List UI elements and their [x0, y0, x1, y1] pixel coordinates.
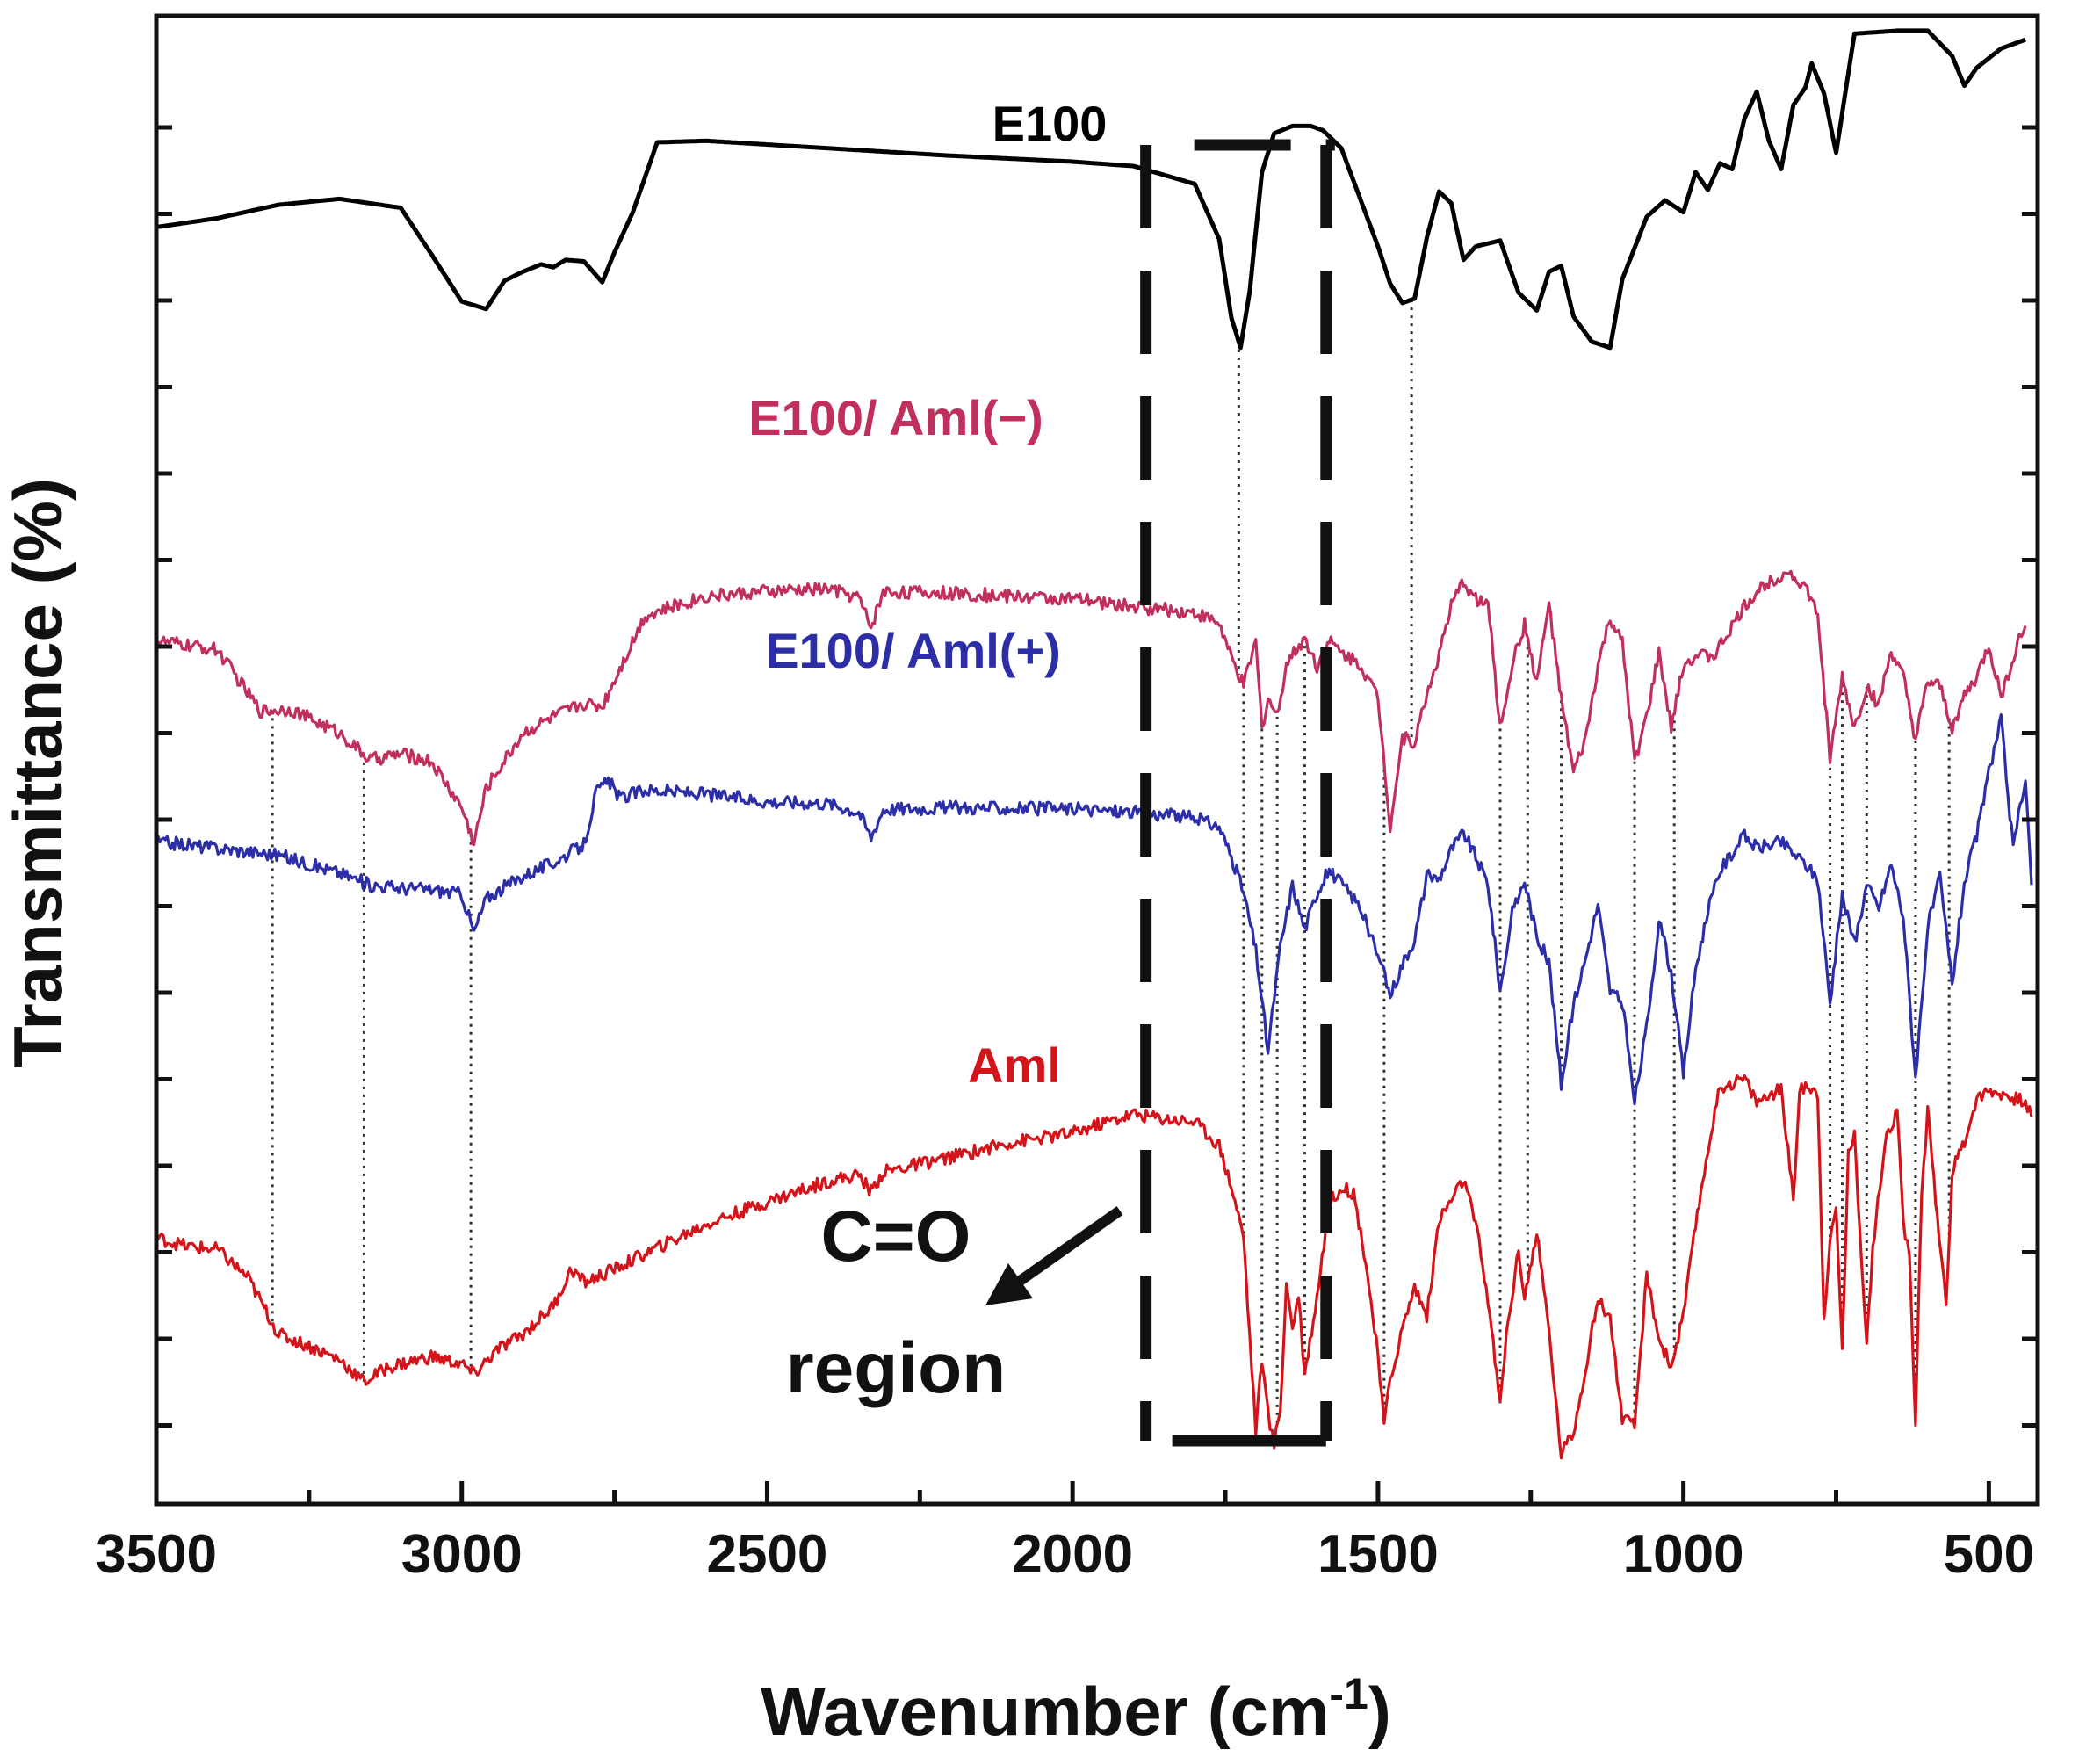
x-tick-label: 2000: [1012, 1524, 1133, 1585]
series-label-e100-aml-plus: E100/ Aml(+): [766, 623, 1061, 678]
series-line-0: [155, 28, 2026, 351]
region-label-line1: C=O: [821, 1196, 971, 1276]
region-arrow-head: [985, 1263, 1033, 1305]
x-tick-label: 3000: [401, 1524, 523, 1585]
x-tick-label: 3500: [96, 1524, 217, 1585]
carbonyl-region-box: [1140, 139, 1335, 1447]
x-axis-title: Wavenumber (cm-1): [761, 1669, 1391, 1750]
series-line-1: [155, 569, 2027, 847]
x-tick-label: 2500: [706, 1524, 827, 1585]
series-line-3: [155, 1074, 2033, 1460]
plot-frame: [154, 13, 2040, 1507]
region-arrow-shaft: [1007, 1206, 1123, 1292]
series-label-e100: E100: [992, 96, 1108, 151]
x-tick-label: 1000: [1623, 1524, 1744, 1585]
region-label-line2: region: [786, 1328, 1007, 1408]
x-tick-label: 1500: [1317, 1524, 1439, 1585]
series-label-e100-aml-minus: E100/ Aml(−): [748, 390, 1043, 445]
series-label-aml: Aml: [968, 1037, 1061, 1093]
series-line-2: [155, 712, 2033, 1106]
axis-ticks: [154, 125, 2038, 1504]
y-axis-title: Transmittance (%): [0, 478, 76, 1068]
x-tick-labels: 3500 3000 2500 2000 1500 1000 500: [96, 1524, 2034, 1585]
x-tick-label: 500: [1944, 1524, 2034, 1585]
spectra-lines: [155, 28, 2033, 1460]
